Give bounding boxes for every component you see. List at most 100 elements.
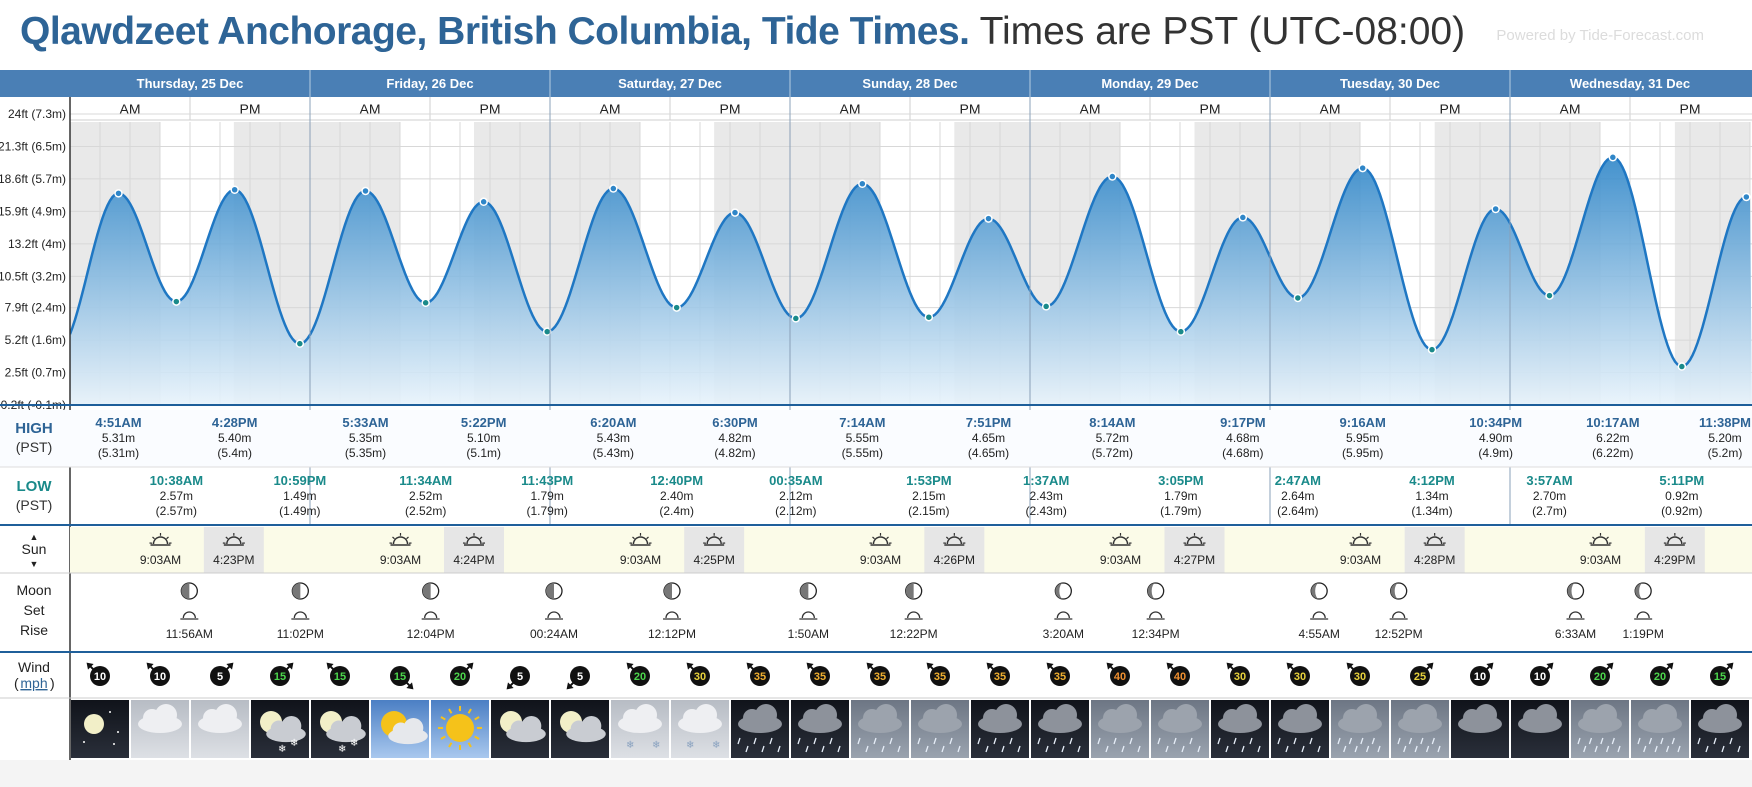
sunrise-time: 9:03AM — [620, 553, 661, 567]
high-row-bg — [0, 410, 1752, 467]
moon-waxing-gibbous-icon — [1147, 582, 1165, 600]
moon-waxing-gibbous-icon — [1054, 582, 1072, 600]
sunrise-icon — [629, 533, 652, 546]
tide-height-paren: (4.9m) — [1478, 446, 1513, 460]
wind-arrow-icon — [986, 662, 1010, 686]
moon-first-quarter-icon — [291, 582, 309, 600]
moonset-icon — [1054, 611, 1073, 620]
snowflake-icon: ❄ — [350, 738, 358, 749]
tide-line — [68, 156, 1750, 368]
sunrise-time: 9:03AM — [380, 553, 421, 567]
sunset-time: 4:29PM — [1654, 553, 1695, 567]
low-tide-point — [542, 327, 552, 336]
wind-arrow-icon — [926, 662, 950, 686]
tide-height-m: 2.64m — [1281, 489, 1314, 503]
down-arrow-icon: ▼ — [30, 559, 39, 569]
high-time: 5:33AM — [342, 415, 388, 430]
sunrise-icon — [1589, 533, 1612, 546]
high-time: 10:34PM — [1469, 415, 1522, 430]
sunset-time: 4:27PM — [1174, 553, 1215, 567]
tide-height-paren: (4.65m) — [968, 446, 1009, 460]
high-label: HIGH — [15, 420, 53, 437]
sunrise-time: 9:03AM — [140, 553, 181, 567]
sunrise-time: 9:03AM — [860, 553, 901, 567]
wind-speed: 10 — [1534, 671, 1546, 683]
wind-speed: 15 — [334, 671, 346, 683]
low-time: 1:37AM — [1023, 473, 1069, 488]
wind-speed: 15 — [1714, 671, 1726, 683]
am-label: AM — [1080, 101, 1101, 117]
wind-speed: 10 — [154, 671, 166, 683]
moonrise-icon — [904, 611, 923, 620]
tide-height-paren: (1.49m) — [279, 504, 320, 518]
tide-height-m: 5.35m — [349, 431, 382, 445]
sunrise-icon — [869, 533, 892, 546]
tide-height-paren: (2.64m) — [1277, 504, 1318, 518]
sunset-icon — [943, 533, 966, 546]
sunrise-icon — [149, 533, 172, 546]
sunrise-time: 9:03AM — [1100, 553, 1141, 567]
low-tide-point — [1176, 327, 1186, 336]
sunset-icon — [462, 533, 486, 546]
y-tick-label: 10.5ft (3.2m) — [0, 269, 66, 283]
tide-height-m: 2.15m — [912, 489, 945, 503]
moon-first-quarter-icon — [422, 582, 440, 600]
high-tide-point — [1608, 153, 1618, 162]
y-tick-label: 24ft (7.3m) — [8, 107, 66, 121]
moon-time: 12:22PM — [890, 627, 938, 641]
snowflake-icon: ❄ — [626, 740, 634, 751]
day-header: Thursday, 25 Dec — [137, 76, 244, 91]
wind-speed: 35 — [1054, 671, 1066, 683]
sunset-icon — [1663, 533, 1686, 546]
tide-height-paren: (4.68m) — [1222, 446, 1263, 460]
am-label: AM — [360, 101, 381, 117]
tide-height-paren: (5.43m) — [593, 446, 634, 460]
moonrise-icon — [180, 611, 199, 620]
rain-icon — [911, 700, 969, 758]
tide-height-paren: (2.12m) — [775, 504, 816, 518]
day-header: Monday, 29 Dec — [1101, 76, 1198, 91]
low-tide-point — [1293, 293, 1303, 303]
high-time: 6:20AM — [590, 415, 636, 430]
heavy-rain-icon — [1331, 700, 1389, 758]
wind-arrow-icon — [326, 662, 350, 686]
heavy-rain-icon — [1391, 700, 1449, 758]
pm-label: PM — [720, 101, 741, 117]
day-header: Wednesday, 31 Dec — [1570, 76, 1690, 91]
rain-icon — [851, 700, 909, 758]
moon-label: Moon — [16, 582, 51, 598]
wind-speed: 15 — [394, 671, 406, 683]
low-time: 00:35AM — [769, 473, 822, 488]
wind-unit-link[interactable]: mph — [20, 675, 47, 691]
tide-height-m: 4.82m — [718, 431, 751, 445]
low-tide-point — [295, 339, 305, 348]
pm-label: PM — [1680, 101, 1701, 117]
sunrise-time: 9:03AM — [1340, 553, 1381, 567]
location-title: Qlawdzeet Anchorage, British Columbia, T… — [20, 10, 970, 53]
rain-night-icon — [971, 700, 1029, 758]
tide-height-paren: (5.2m) — [1708, 446, 1743, 460]
moonrise-icon — [1146, 611, 1165, 620]
wind-arrow-icon — [866, 662, 890, 686]
tide-height-paren: (4.82m) — [714, 446, 755, 460]
tide-height-m: 5.31m — [102, 431, 135, 445]
tide-height-m: 1.79m — [1164, 489, 1197, 503]
partly-cloudy-night-snow-icon: ❄❄ — [311, 700, 369, 758]
y-tick-label: 2.5ft (0.7m) — [5, 366, 66, 380]
wind-arrow-icon — [506, 666, 530, 690]
tide-height-paren: (1.79m) — [1160, 504, 1201, 518]
moon-time: 12:12PM — [648, 627, 696, 641]
day-header: Friday, 26 Dec — [386, 76, 473, 91]
sunset-time: 4:25PM — [693, 553, 734, 567]
heavy-rain-icon — [1631, 700, 1689, 758]
pm-label: PM — [240, 101, 261, 117]
wind-arrow-icon — [686, 662, 710, 686]
tide-height-paren: (5.1m) — [466, 446, 501, 460]
moon-time: 11:56AM — [166, 627, 213, 641]
cloudy-icon — [131, 700, 189, 758]
sunny-icon — [431, 700, 489, 758]
low-time: 5:11PM — [1659, 473, 1704, 488]
tide-height-m: 2.57m — [160, 489, 193, 503]
day-header-bar — [0, 70, 1752, 97]
high-tide-point — [114, 189, 123, 198]
